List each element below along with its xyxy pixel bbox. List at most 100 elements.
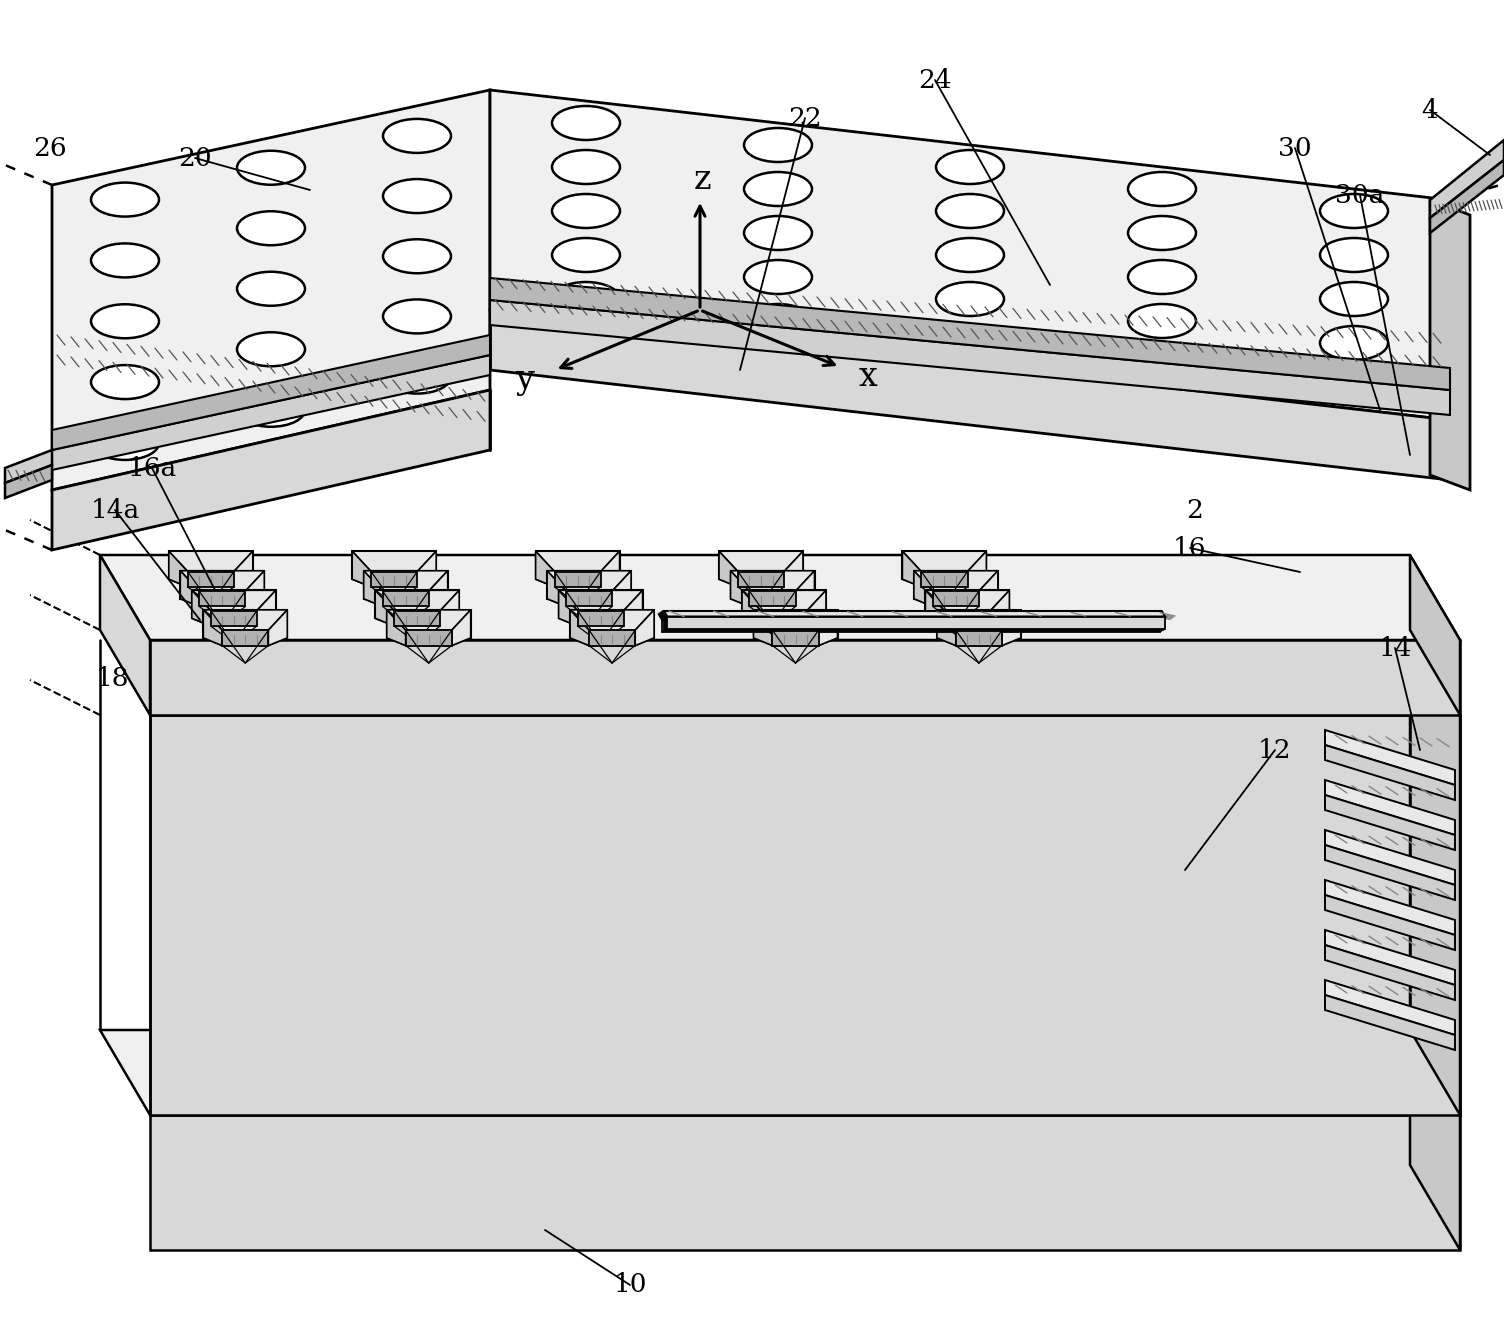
- Polygon shape: [490, 90, 1450, 420]
- Polygon shape: [731, 571, 815, 591]
- Polygon shape: [406, 630, 451, 645]
- Ellipse shape: [1142, 182, 1185, 203]
- Polygon shape: [150, 640, 1460, 716]
- Polygon shape: [168, 551, 253, 572]
- Ellipse shape: [92, 364, 159, 399]
- Ellipse shape: [1128, 259, 1196, 294]
- Polygon shape: [914, 571, 997, 591]
- Polygon shape: [558, 618, 642, 626]
- Polygon shape: [429, 571, 448, 606]
- Polygon shape: [773, 630, 818, 645]
- Polygon shape: [612, 571, 632, 606]
- Polygon shape: [1325, 745, 1454, 801]
- Ellipse shape: [1321, 194, 1388, 227]
- Ellipse shape: [744, 172, 812, 206]
- Ellipse shape: [1333, 247, 1378, 270]
- Polygon shape: [199, 591, 245, 606]
- Ellipse shape: [552, 282, 620, 317]
- Polygon shape: [245, 571, 265, 606]
- Ellipse shape: [757, 138, 802, 160]
- Polygon shape: [741, 591, 761, 626]
- Polygon shape: [1325, 946, 1454, 1000]
- Polygon shape: [257, 591, 275, 626]
- Polygon shape: [53, 90, 490, 489]
- Polygon shape: [223, 630, 268, 645]
- Ellipse shape: [250, 403, 295, 424]
- Polygon shape: [168, 579, 253, 587]
- Ellipse shape: [1333, 336, 1378, 358]
- Ellipse shape: [250, 282, 295, 303]
- Ellipse shape: [250, 342, 295, 364]
- Polygon shape: [754, 638, 838, 645]
- Polygon shape: [731, 571, 749, 606]
- Ellipse shape: [396, 249, 441, 271]
- Polygon shape: [1325, 779, 1454, 835]
- Ellipse shape: [566, 160, 609, 182]
- Polygon shape: [203, 638, 287, 645]
- Ellipse shape: [396, 129, 441, 152]
- Polygon shape: [168, 551, 188, 587]
- Polygon shape: [741, 591, 826, 610]
- Polygon shape: [925, 591, 1009, 618]
- Ellipse shape: [250, 161, 295, 182]
- Text: x: x: [859, 360, 877, 392]
- Ellipse shape: [1142, 226, 1185, 249]
- Polygon shape: [352, 551, 436, 579]
- Ellipse shape: [1142, 314, 1185, 336]
- Ellipse shape: [552, 194, 620, 227]
- Polygon shape: [451, 610, 471, 645]
- Text: z: z: [693, 164, 711, 196]
- Polygon shape: [490, 301, 1450, 415]
- Polygon shape: [203, 610, 287, 638]
- Polygon shape: [1430, 160, 1504, 233]
- Polygon shape: [761, 610, 808, 626]
- Ellipse shape: [1142, 270, 1185, 293]
- Polygon shape: [150, 716, 1460, 1115]
- Polygon shape: [937, 638, 1021, 645]
- Polygon shape: [193, 591, 211, 626]
- Text: 14: 14: [1378, 636, 1412, 661]
- Polygon shape: [1325, 845, 1454, 900]
- Polygon shape: [352, 551, 436, 572]
- Polygon shape: [193, 618, 275, 626]
- Ellipse shape: [757, 226, 802, 249]
- Ellipse shape: [744, 259, 812, 294]
- Ellipse shape: [744, 215, 812, 250]
- Ellipse shape: [1333, 380, 1378, 402]
- Polygon shape: [660, 613, 1161, 620]
- Text: 16a: 16a: [128, 455, 176, 480]
- Ellipse shape: [92, 305, 159, 338]
- Polygon shape: [662, 620, 1160, 632]
- Text: y: y: [516, 364, 534, 396]
- Polygon shape: [566, 591, 612, 606]
- Polygon shape: [555, 572, 600, 587]
- Polygon shape: [374, 618, 459, 626]
- Text: 30a: 30a: [1336, 182, 1385, 207]
- Text: 14a: 14a: [90, 497, 140, 523]
- Polygon shape: [535, 579, 620, 587]
- Polygon shape: [937, 610, 1021, 630]
- Polygon shape: [547, 571, 632, 598]
- Polygon shape: [1325, 930, 1454, 986]
- Polygon shape: [1325, 795, 1454, 850]
- Ellipse shape: [566, 293, 609, 314]
- Ellipse shape: [92, 243, 159, 278]
- Text: 26: 26: [33, 136, 66, 161]
- Ellipse shape: [104, 436, 147, 458]
- Polygon shape: [387, 610, 471, 638]
- Polygon shape: [535, 551, 620, 579]
- Ellipse shape: [1333, 293, 1378, 314]
- Polygon shape: [570, 610, 654, 638]
- Text: 18: 18: [95, 665, 129, 690]
- Polygon shape: [731, 571, 815, 598]
- Ellipse shape: [949, 203, 993, 226]
- Polygon shape: [352, 579, 436, 587]
- Polygon shape: [5, 465, 53, 497]
- Polygon shape: [180, 598, 265, 606]
- Polygon shape: [914, 571, 997, 598]
- Polygon shape: [570, 638, 654, 645]
- Ellipse shape: [935, 194, 1005, 227]
- Polygon shape: [719, 579, 803, 587]
- Polygon shape: [535, 551, 555, 587]
- Polygon shape: [784, 551, 803, 587]
